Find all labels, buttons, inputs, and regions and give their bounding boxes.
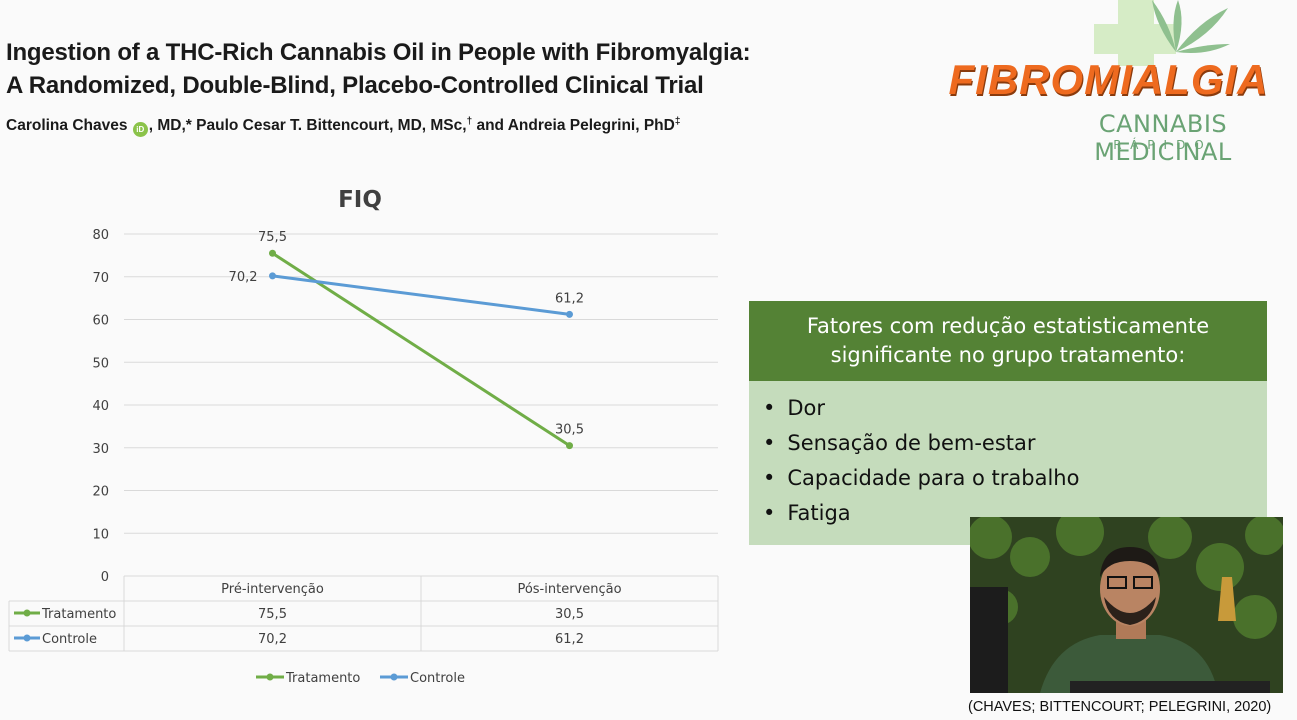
data-label: 61,2 <box>555 291 584 306</box>
data-point <box>269 272 276 280</box>
data-label: 30,5 <box>555 423 584 438</box>
category-label: Pós-intervenção <box>517 582 621 597</box>
lamp <box>1218 577 1236 621</box>
data-point <box>269 249 276 257</box>
paper-authors: Carolina Chaves iD, MD,* Paulo Cesar T. … <box>6 116 681 138</box>
dagger-mark: † <box>466 116 473 127</box>
data-label: 75,5 <box>258 230 287 245</box>
table-series-name: Tratamento <box>41 607 116 622</box>
logo-tagline: RÁPIDO <box>1113 138 1213 152</box>
info-box-header: Fatores com redução estatisticamente sig… <box>749 301 1267 381</box>
y-tick-label: 50 <box>92 356 109 371</box>
list-item: Dor <box>763 391 1267 426</box>
laptop-edge <box>1070 681 1270 693</box>
leaf-blade-3 <box>1152 0 1176 52</box>
leaf-blade-2 <box>1176 8 1228 52</box>
series-line <box>272 274 570 316</box>
glasses-right <box>1133 576 1153 589</box>
chart-legend: Tratamento Controle <box>256 671 465 686</box>
y-tick-label: 80 <box>92 228 109 243</box>
fiq-chart: FIQ 0 10 20 30 40 50 60 70 80 Pré-intervenção Pós… <box>8 187 719 686</box>
list-item: Fatiga <box>763 496 1267 531</box>
authors-middle: , MD,* Paulo Cesar T. Bittencourt, MD, M… <box>148 117 467 135</box>
legend-label: Controle <box>410 671 465 686</box>
logo-wordmark: FIBROMIALGIA <box>948 56 1269 103</box>
y-tick-label: 70 <box>92 271 109 286</box>
chart-series: 75,5 30,5 70,2 61,2 <box>229 230 584 450</box>
y-tick-label: 30 <box>92 442 109 457</box>
presenter-beard <box>1104 597 1156 625</box>
table-series-name: Controle <box>42 632 97 647</box>
paper-title-line-1: Ingestion of a THC-Rich Cannabis Oil in … <box>6 39 751 66</box>
paper-title-line-2: A Randomized, Double-Blind, Placebo-Cont… <box>6 72 704 99</box>
presenter-video-frame <box>970 517 1283 693</box>
table-cell: 30,5 <box>555 607 584 622</box>
presenter-head <box>1100 552 1160 626</box>
y-tick-label: 0 <box>101 570 109 585</box>
foliage <box>1056 517 1104 556</box>
table-legend-marker <box>23 609 31 617</box>
foliage <box>1196 543 1244 591</box>
chart-title: FIQ <box>338 187 382 213</box>
presenter-hair <box>1100 547 1160 577</box>
list-item: Sensação de bem-estar <box>763 426 1267 461</box>
list-item: Capacidade para o trabalho <box>763 461 1267 496</box>
table-cell: 61,2 <box>555 632 584 647</box>
double-dagger-mark: ‡ <box>674 116 681 127</box>
legend-marker <box>266 673 274 681</box>
table-cell: 75,5 <box>258 607 287 622</box>
info-box: Fatores com redução estatisticamente sig… <box>749 301 1267 545</box>
y-axis: 0 10 20 30 40 50 60 70 80 <box>92 228 109 585</box>
legend-marker <box>390 673 398 681</box>
logo-subtitle: CANNABIS MEDICINAL <box>1094 110 1232 166</box>
presenter-body <box>1040 635 1218 693</box>
legend-label: Tratamento <box>285 671 360 686</box>
authors-last: and Andreia Pelegrini, PhD <box>472 117 675 135</box>
brand-logo: FIBROMIALGIA CANNABIS MEDICINAL RÁPIDO <box>920 0 1297 166</box>
orcid-icon: iD <box>132 122 148 138</box>
leaf-blade-4 <box>1176 44 1230 53</box>
foliage <box>1148 517 1192 559</box>
info-box-list: Dor Sensação de bem-estar Capacidade par… <box>749 381 1267 531</box>
glasses-left <box>1107 576 1127 589</box>
author-name: Carolina Chaves <box>6 117 128 135</box>
data-point <box>566 310 573 318</box>
table-cell: 70,2 <box>258 632 287 647</box>
series-line <box>271 251 571 447</box>
y-tick-label: 10 <box>92 527 109 542</box>
citation: (CHAVES; BITTENCOURT; PELEGRINI, 2020) <box>968 699 1272 715</box>
y-tick-label: 40 <box>92 399 109 414</box>
monitor-left <box>970 587 1008 693</box>
category-label: Pré-intervenção <box>221 582 324 597</box>
presenter-video <box>970 517 1283 693</box>
data-label: 70,2 <box>229 270 258 285</box>
chart-gridlines <box>124 233 718 534</box>
foliage <box>970 517 1012 559</box>
chart-data-table: Pré-intervenção Pós-intervenção Tratamento… <box>8 575 719 652</box>
table-legend-marker <box>23 634 31 642</box>
leaf-blade-1 <box>1173 0 1182 52</box>
y-tick-label: 20 <box>92 485 109 500</box>
y-tick-label: 60 <box>92 314 109 329</box>
foliage <box>1245 517 1283 555</box>
paper-title: Ingestion of a THC-Rich Cannabis Oil in … <box>6 36 751 102</box>
foliage <box>1233 595 1277 639</box>
cannabis-leaf-icon <box>1094 0 1230 66</box>
data-point <box>566 442 573 450</box>
foliage <box>1010 537 1050 577</box>
